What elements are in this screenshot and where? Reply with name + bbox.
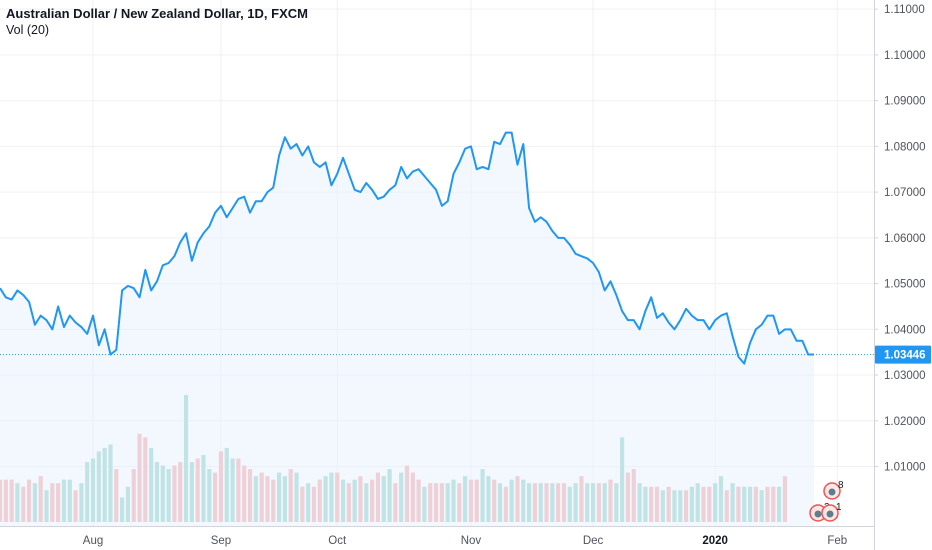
event-icon [826,510,834,518]
last-price-tag [875,345,931,364]
time-axis-label: Oct [328,535,347,547]
price-axis-label: 1.07000 [884,187,926,199]
chart-title: Australian Dollar / New Zealand Dollar, … [6,6,308,21]
price-axis-label: 1.11000 [884,4,925,16]
event-marker-count: 1 [836,502,842,513]
price-axis-label: 1.09000 [884,96,926,108]
time-axis-label: Nov [461,535,482,547]
time-axis-label: Sep [211,535,231,547]
price-axis-label: 1.05000 [884,279,926,291]
last-price-label: 1.03446 [884,350,926,362]
price-axis-label: 1.04000 [884,324,926,336]
event-marker[interactable]: 8 [823,480,844,500]
price-axis-label: 1.10000 [884,50,926,62]
price-axis-label: 1.01000 [884,462,926,474]
volume-indicator-label: Vol (20) [6,23,50,37]
price-axis-label: 1.06000 [884,233,926,245]
price-axis-label: 1.03000 [884,370,926,382]
event-marker-count: 8 [838,480,844,491]
time-axis-label: Aug [83,535,103,547]
event-marker[interactable]: 1 [821,502,842,522]
time-axis-label: 2020 [702,535,728,547]
price-area [0,132,814,526]
event-icon [828,488,836,496]
time-axis-label: Dec [583,535,604,547]
time-axis-label: Feb [827,535,847,547]
price-axis-label: 1.08000 [884,141,926,153]
price-axis-label: 1.02000 [884,416,926,428]
price-line [0,131,814,365]
event-icon [814,510,822,518]
